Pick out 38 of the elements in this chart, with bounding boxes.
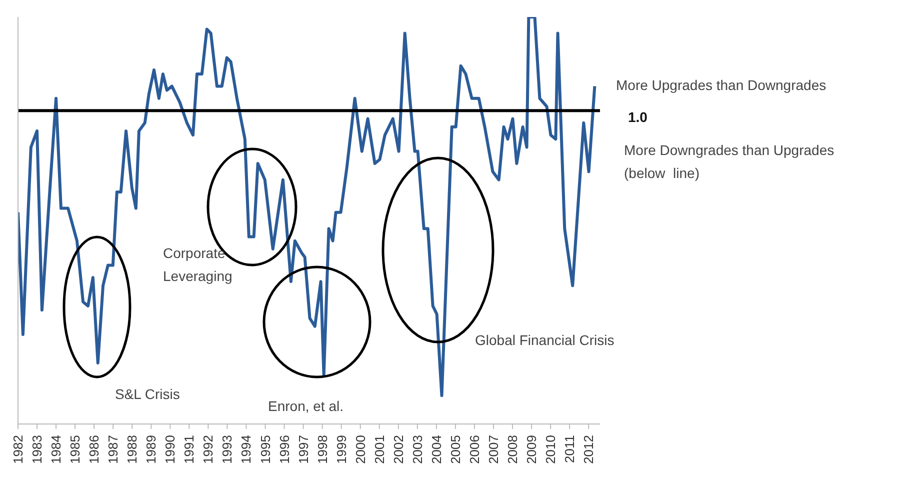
x-tick-label: 2011: [562, 435, 578, 463]
x-tick-label: 1991: [182, 435, 197, 464]
x-tick-label: 1995: [258, 435, 273, 464]
x-tick-label: 2012: [581, 435, 596, 464]
text: More Upgrades than Downgrades: [616, 76, 828, 95]
x-tick-label: 2001: [372, 435, 387, 464]
text: 1.0: [628, 108, 648, 127]
text: More Downgrades than Upgrades (below line): [624, 141, 836, 183]
x-tick-label: 1982: [10, 435, 26, 464]
x-tick-label: 1992: [200, 435, 216, 464]
x-tick-label: 2006: [466, 435, 482, 464]
x-tick-label: 1988: [124, 435, 140, 464]
x-tick-label: 2003: [410, 435, 425, 464]
x-tick-label: 1997: [296, 435, 311, 464]
x-tick-label: 1985: [68, 435, 83, 464]
annotation: Corporate Leveraging: [163, 244, 234, 286]
annotation: Global Financial Crisis: [475, 331, 615, 350]
x-tick-label: 1986: [86, 435, 102, 464]
annotation: S&L Crisis: [115, 385, 181, 404]
x-tick-label: 2005: [448, 435, 463, 464]
x-tick-label: 1984: [48, 435, 64, 464]
annotation: Enron, et al.: [268, 397, 344, 416]
x-tick-label: 1999: [334, 435, 349, 464]
x-tick-label: 2009: [524, 435, 540, 464]
x-tick-label: 1987: [106, 435, 121, 464]
x-tick-label: 1989: [144, 435, 159, 464]
x-tick-label: 2002: [390, 435, 406, 464]
x-tick-label: 2007: [486, 435, 501, 464]
x-tick-label: 2010: [543, 435, 558, 464]
x-tick-label: 1994: [238, 435, 254, 464]
x-tick-label: 1996: [276, 435, 292, 464]
x-tick-label: 2004: [428, 435, 444, 464]
x-tick-label: 1983: [30, 435, 45, 464]
x-tick-label: 2000: [352, 435, 368, 464]
x-tick-label: 1998: [314, 435, 330, 464]
x-tick-label: 1990: [162, 435, 178, 464]
x-tick-label: 1993: [220, 435, 235, 464]
x-tick-label: 2008: [505, 435, 520, 464]
